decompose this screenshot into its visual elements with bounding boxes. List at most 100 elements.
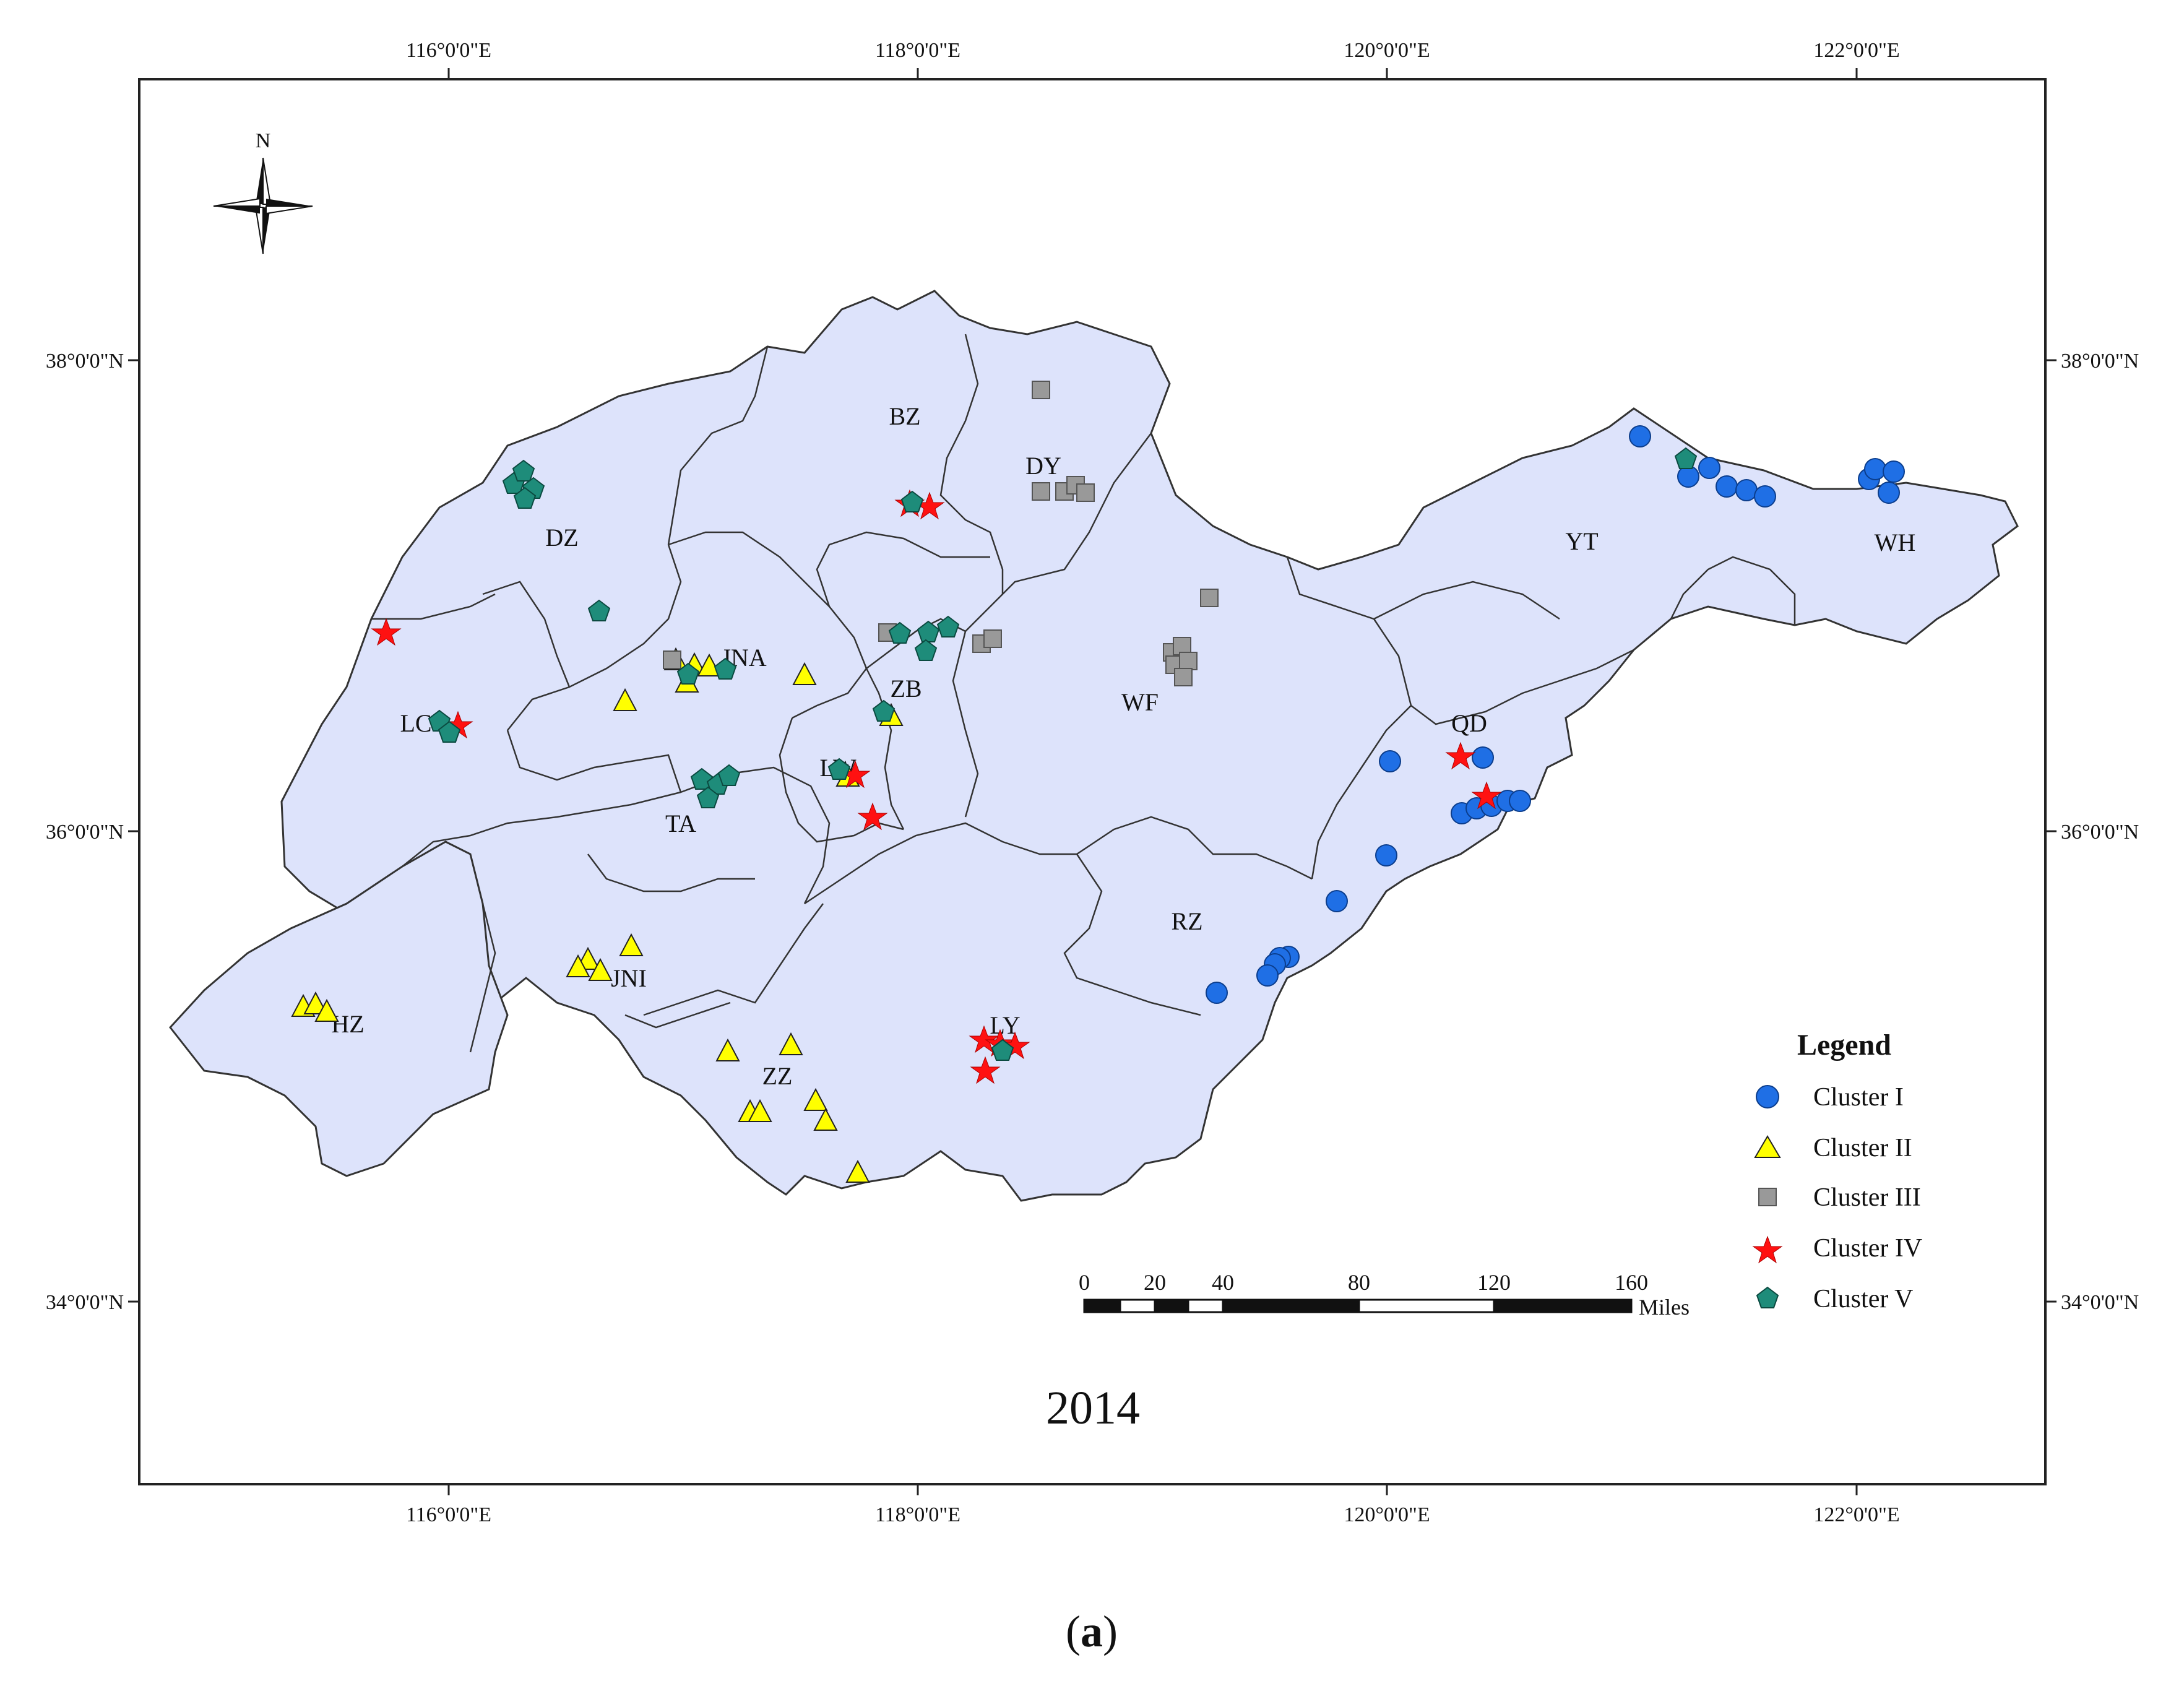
top-tick-label: 116°0'0"E <box>406 39 491 62</box>
hz-lobe <box>169 840 509 1177</box>
cluster-2-point <box>803 1087 828 1111</box>
cluster-5-point <box>991 1039 1014 1061</box>
city-label-bz: BZ <box>889 402 920 430</box>
city-label-rz: RZ <box>1171 907 1202 935</box>
legend-item-label: Cluster II <box>1813 1134 1912 1162</box>
left-tick-label: 34°0'0"N <box>46 1291 124 1314</box>
cluster-5-point <box>872 699 896 722</box>
cluster-2-point <box>792 662 817 685</box>
cluster-4-point <box>1471 781 1502 810</box>
shandong-outline <box>280 290 2019 1202</box>
city-label-hz: HZ <box>331 1010 364 1038</box>
cluster-4-point <box>857 802 888 831</box>
top-tick-label: 118°0'0"E <box>875 39 960 62</box>
cluster-3-point <box>1200 589 1219 607</box>
north-label: N <box>256 129 271 152</box>
scale-label: 80 <box>1348 1270 1370 1295</box>
right-tick-label: 34°0'0"N <box>2061 1291 2139 1314</box>
cluster-5-point <box>936 615 960 637</box>
cluster-3-point <box>663 650 681 669</box>
legend-item-label: Cluster III <box>1813 1183 1921 1212</box>
scale-label: 40 <box>1212 1270 1234 1295</box>
cluster-4-point <box>969 1025 999 1053</box>
cluster-2-point <box>813 1107 838 1131</box>
cluster-2-point <box>314 998 339 1022</box>
right-tick-label: 36°0'0"N <box>2061 821 2139 844</box>
scale-label: 20 <box>1144 1270 1166 1295</box>
cluster-2-point <box>303 991 328 1014</box>
left-tick-label: 38°0'0"N <box>46 350 124 373</box>
figure-caption: (a) <box>1066 1607 1118 1656</box>
city-label-dy: DY <box>1025 452 1061 480</box>
city-label-zz: ZZ <box>762 1062 793 1090</box>
cluster-1-point <box>1375 844 1397 866</box>
cluster-1-point <box>1472 746 1494 769</box>
cluster-5-point <box>696 786 720 808</box>
scale-unit: Miles <box>1639 1295 1690 1320</box>
cluster-2-point <box>715 1038 740 1061</box>
cluster-1-point <box>1256 964 1279 987</box>
legend-cluster-5-icon <box>1756 1286 1779 1308</box>
bottom-tick-label: 116°0'0"E <box>406 1503 491 1526</box>
cluster-4-point <box>970 1056 1001 1084</box>
cluster-2-point <box>748 1099 772 1122</box>
legend-item-label: Cluster I <box>1813 1083 1904 1112</box>
cluster-2-point <box>845 1159 870 1183</box>
legend-cluster-4-icon <box>1752 1235 1783 1264</box>
cluster-2-point <box>566 954 590 977</box>
city-label-ta: TA <box>665 810 696 837</box>
city-label-wf: WF <box>1121 688 1159 716</box>
cluster-5-point <box>438 720 461 743</box>
cluster-2-point <box>697 653 722 676</box>
cluster-5-point <box>914 639 938 661</box>
cluster-3-point <box>1032 381 1050 399</box>
left-tick-label: 36°0'0"N <box>46 821 124 844</box>
cluster-5-point <box>690 767 714 790</box>
cluster-2-point <box>613 688 637 711</box>
cluster-5-point <box>1674 447 1698 469</box>
year-label: 2014 <box>1046 1382 1140 1434</box>
cluster-3-point <box>1076 483 1095 502</box>
cluster-1-point <box>1677 465 1699 488</box>
cluster-2-point <box>619 933 644 956</box>
cluster-2-point <box>779 1032 803 1055</box>
cluster-1-point <box>1379 750 1401 772</box>
cluster-5-point <box>900 490 924 512</box>
cluster-1-point <box>1883 460 1905 483</box>
city-label-lc: LC <box>400 709 431 737</box>
top-tick-marks <box>128 68 2057 1495</box>
cluster-1-point <box>1878 482 1900 504</box>
cluster-1-point <box>1698 457 1720 479</box>
top-tick-label: 120°0'0"E <box>1344 39 1430 62</box>
city-label-yt: YT <box>1565 527 1598 555</box>
cluster-1-point <box>1735 479 1758 501</box>
cluster-1-point <box>1206 982 1228 1004</box>
cluster-5-point <box>827 758 851 780</box>
cluster-5-point <box>513 486 537 509</box>
cluster-1-point <box>1716 475 1738 498</box>
scale-label: 0 <box>1079 1270 1090 1295</box>
north-arrow-icon: N <box>213 129 313 254</box>
prefecture-boundaries <box>371 334 1796 1053</box>
cluster-1-point <box>1864 458 1886 480</box>
legend-cluster-2-icon <box>1754 1135 1781 1158</box>
cluster-5-point <box>676 662 700 685</box>
cluster-4-point <box>371 618 402 646</box>
cluster-3-point <box>1179 652 1198 670</box>
legend-cluster-3-icon <box>1758 1188 1777 1206</box>
city-label-zb: ZB <box>890 675 922 702</box>
cluster-1-point <box>1509 790 1531 812</box>
bottom-tick-label: 122°0'0"E <box>1813 1503 1899 1526</box>
cluster-4-point <box>1445 741 1476 770</box>
cluster-1-point <box>1754 485 1776 508</box>
cluster-3-points <box>663 381 1219 686</box>
cluster-5-point <box>888 621 912 644</box>
cluster-5-point <box>512 459 535 482</box>
cluster-5-point <box>714 657 737 680</box>
legend-item-label: Cluster IV <box>1813 1234 1922 1263</box>
cluster-2-point <box>588 957 613 981</box>
cluster-5-point <box>717 764 741 786</box>
cluster-5-points <box>428 447 1698 1061</box>
bottom-tick-label: 118°0'0"E <box>875 1503 960 1526</box>
